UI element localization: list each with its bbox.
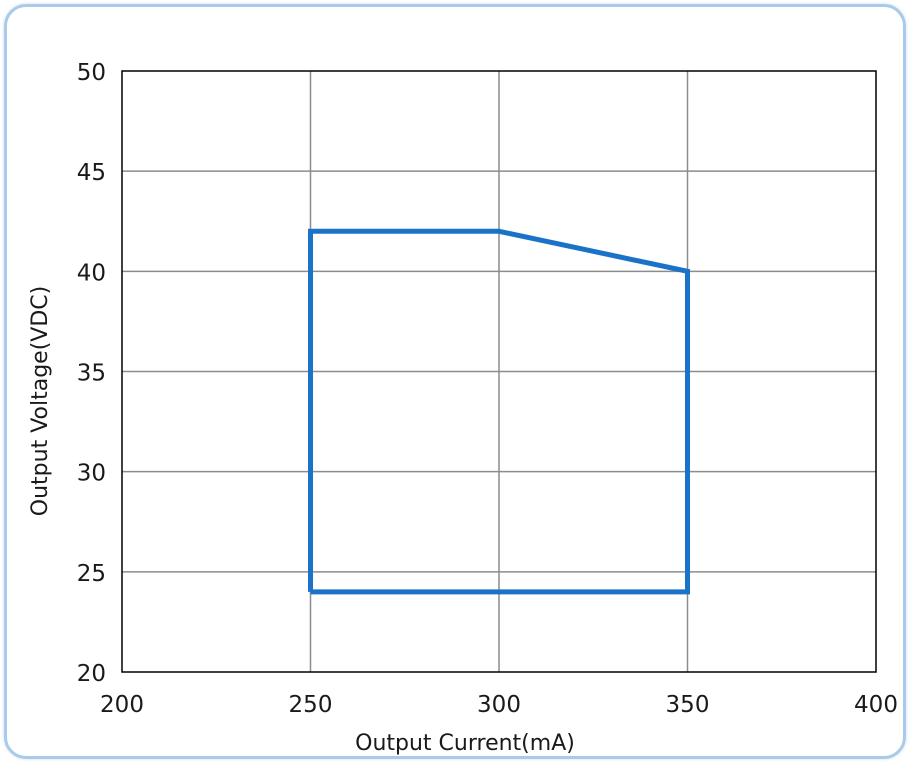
y-tick-label: 50 xyxy=(77,60,106,86)
y-axis-title: Output Voltage(VDC) xyxy=(28,286,53,516)
grid-lines xyxy=(122,71,876,672)
x-tick-label: 350 xyxy=(666,692,710,718)
y-tick-label: 40 xyxy=(77,260,106,286)
y-tick-label: 25 xyxy=(77,561,106,587)
axes xyxy=(121,70,877,673)
plot-border xyxy=(121,70,877,673)
x-tick-label: 300 xyxy=(477,692,521,718)
x-tick-label: 400 xyxy=(854,692,898,718)
y-tick-label: 45 xyxy=(77,160,106,186)
series-layer xyxy=(308,228,690,595)
series-line xyxy=(308,228,690,595)
chart-frame xyxy=(4,4,906,759)
y-tick-label: 20 xyxy=(77,661,106,687)
y-tick-label: 30 xyxy=(77,461,106,487)
x-axis-title: Output Current(mA) xyxy=(355,731,575,756)
x-tick-label: 200 xyxy=(100,692,144,718)
y-tick-label: 35 xyxy=(77,361,106,387)
x-tick-label: 250 xyxy=(289,692,333,718)
tick-labels: 200 250 300 350 400 20 25 30 35 40 45 50 xyxy=(77,60,898,718)
